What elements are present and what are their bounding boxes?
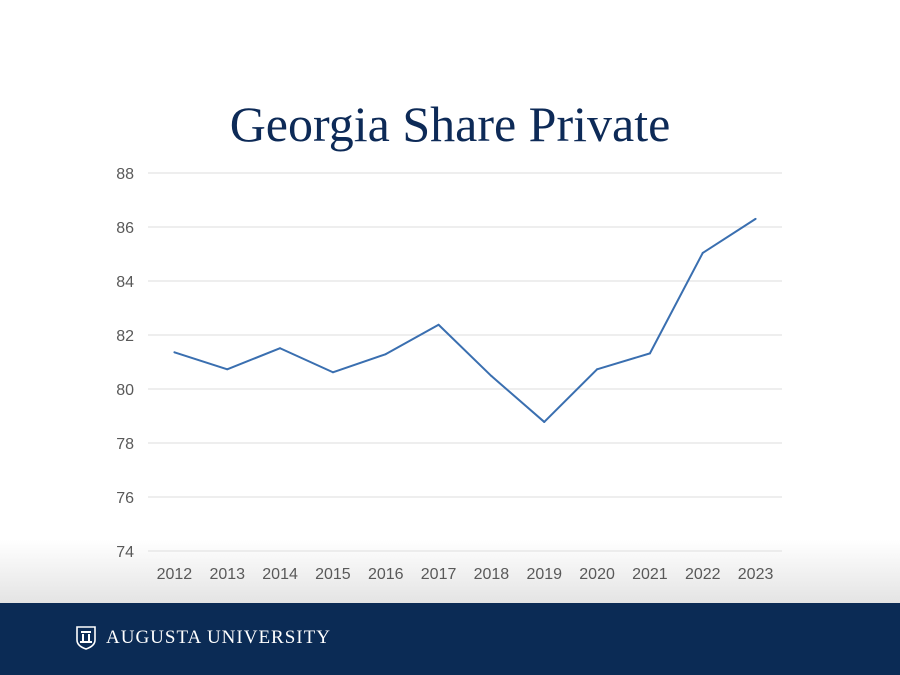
series-line — [174, 218, 757, 423]
x-tick-label: 2021 — [632, 566, 668, 583]
data-point — [437, 323, 440, 326]
y-tick-label: 82 — [116, 328, 134, 345]
data-point — [226, 368, 229, 371]
x-tick-label: 2015 — [315, 566, 351, 583]
x-tick-label: 2017 — [421, 566, 457, 583]
y-tick-label: 74 — [116, 544, 134, 561]
x-tick-label: 2019 — [526, 566, 562, 583]
chart-title: Georgia Share Private — [229, 96, 671, 152]
footer-band — [0, 603, 900, 675]
x-tick-label: 2014 — [262, 566, 298, 583]
shield-icon — [76, 626, 96, 650]
x-tick-label: 2013 — [209, 566, 245, 583]
x-tick-label: 2023 — [738, 566, 774, 583]
x-tick-label: 2016 — [368, 566, 404, 583]
y-tick-label: 76 — [116, 490, 134, 507]
data-point — [173, 351, 176, 354]
data-point — [490, 375, 493, 378]
y-tick-label: 84 — [116, 274, 134, 291]
data-point — [648, 352, 651, 355]
augusta-university-logo: AUGUSTA UNIVERSITY — [76, 626, 331, 650]
brand-name: AUGUSTA UNIVERSITY — [106, 627, 331, 648]
data-point — [331, 371, 334, 374]
data-point — [279, 347, 282, 350]
data-point — [701, 251, 704, 254]
y-tick-label: 80 — [116, 382, 134, 399]
x-tick-label: 2012 — [157, 566, 193, 583]
x-tick-label: 2018 — [474, 566, 510, 583]
data-point — [543, 420, 546, 423]
x-tick-label: 2020 — [579, 566, 615, 583]
y-tick-label: 78 — [116, 436, 134, 453]
data-point — [384, 353, 387, 356]
y-tick-label: 86 — [116, 220, 134, 237]
x-tick-label: 2022 — [685, 566, 721, 583]
y-tick-label: 88 — [116, 166, 134, 183]
data-point — [596, 368, 599, 371]
line-chart: 74 76 78 80 82 84 86 88 2012 2013 2014 2015 2016 2017… — [116, 166, 782, 583]
data-point — [754, 217, 757, 220]
